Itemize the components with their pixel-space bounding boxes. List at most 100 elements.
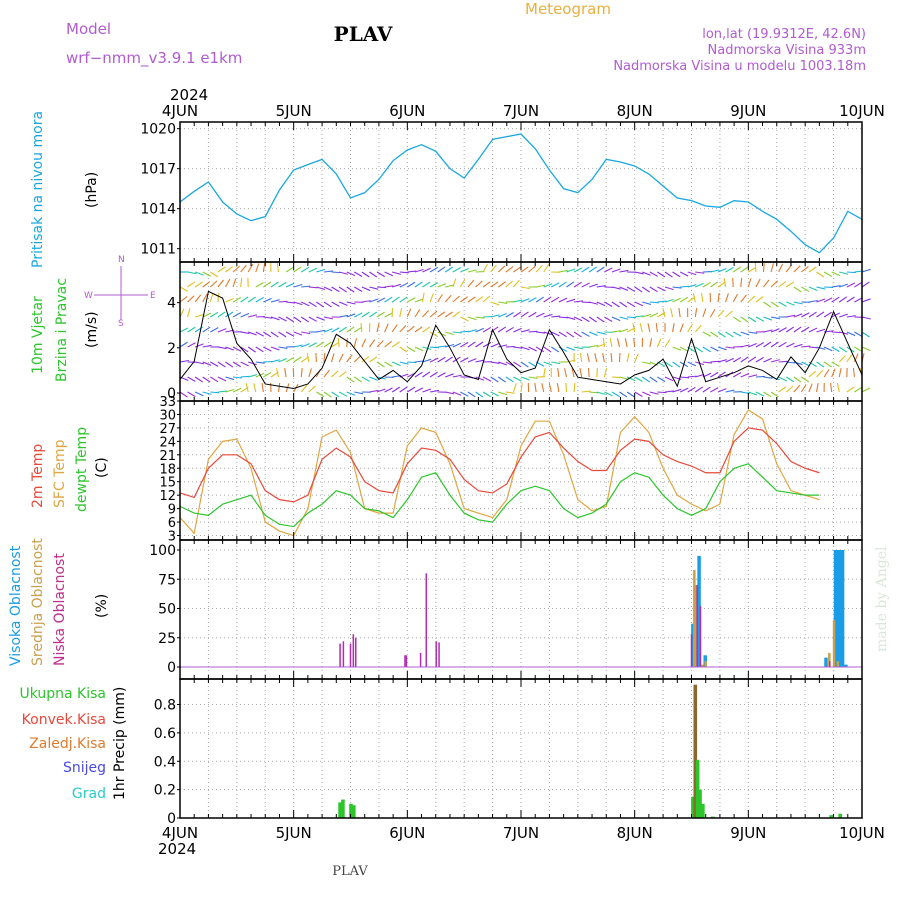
wind-barb [338, 338, 339, 347]
wind-barb [544, 362, 552, 365]
wind-barb [763, 317, 771, 320]
wind-barb [332, 371, 339, 377]
wind-barb [513, 383, 516, 392]
wind-barb [256, 264, 259, 272]
wind-barb [733, 332, 741, 336]
wind-barb [680, 297, 688, 302]
wind-barb [256, 297, 264, 302]
wind-barb [286, 332, 294, 336]
wind-barb [726, 347, 735, 348]
wind-barb [557, 383, 559, 392]
wind-barb [581, 353, 582, 362]
wind-barb [430, 267, 438, 272]
wind-barb [347, 338, 348, 347]
precip-y-tick-label: 0.6 [154, 726, 176, 742]
wind-barb [597, 332, 606, 334]
wind-barb [256, 347, 264, 352]
wind-barb [741, 373, 749, 377]
wind-barb [347, 327, 354, 332]
wind-barb [468, 392, 476, 397]
precip-legend: Ukupna Kisa Konvek.Kisa Zaledj.Kisa Snij… [19, 686, 106, 802]
wind-barb [361, 323, 362, 332]
wind-barb [809, 312, 817, 317]
wind-barb [794, 327, 801, 332]
wind-barb [415, 388, 423, 392]
wind-barb [347, 302, 356, 304]
wind-barb [756, 357, 764, 362]
wind-barb [453, 279, 456, 287]
wind-barb [748, 296, 755, 302]
wind-barb [809, 287, 817, 290]
wind-barb [195, 282, 202, 287]
wind-barb [847, 387, 854, 392]
wind-barb [218, 329, 226, 332]
wind-barb [218, 377, 226, 381]
wind-barb [324, 353, 325, 362]
wind-barb [483, 264, 487, 272]
cloud-bar [343, 641, 345, 667]
wind-barb [733, 373, 741, 377]
wind-barb [657, 339, 660, 347]
wind-barb [301, 317, 309, 322]
year-bottom: 2024 [158, 840, 196, 858]
wind-barb [839, 347, 846, 352]
wind-barb [483, 343, 491, 347]
x-tick-label-bottom: 9JUN [730, 824, 766, 842]
wind-barb [741, 267, 748, 272]
wind-barb [657, 287, 665, 291]
wind-barb [604, 368, 606, 377]
wind-barb [180, 342, 188, 347]
credit-label: made by Angel [874, 546, 890, 652]
station-title: PLAV [334, 22, 393, 46]
wind-barb [254, 383, 256, 392]
wind-barb [832, 369, 835, 377]
wind-barb [695, 347, 702, 352]
wind-barb [595, 353, 597, 362]
cloud-bar [350, 644, 352, 667]
wind-barb [642, 287, 649, 292]
wind-barb [460, 297, 467, 302]
wind-barb [574, 332, 582, 337]
wind-barb [271, 360, 280, 362]
precip-y-tick-label: 0.8 [154, 698, 176, 714]
wind-barb [210, 281, 217, 287]
wind-barb [513, 267, 520, 272]
x-tick-label-bottom: 10JUN [839, 824, 885, 842]
wind-barb [218, 362, 226, 367]
wind-barb [309, 302, 317, 307]
grid-lines [180, 122, 862, 818]
wind-barb [285, 368, 286, 377]
wind-barb [763, 302, 770, 307]
model-label: Model [66, 20, 111, 38]
wind-barb [521, 383, 522, 392]
wind-barb [407, 387, 415, 392]
wind-barb [203, 392, 212, 394]
wind-barb [650, 313, 658, 317]
wind-barb [559, 298, 567, 302]
wind-barb [225, 267, 232, 272]
wind-barb [574, 347, 583, 349]
wind-barb [203, 345, 212, 347]
t2m-line [180, 428, 819, 502]
cloud-bar [824, 658, 828, 667]
wind-barb [316, 353, 317, 362]
cloud-bar [355, 638, 357, 667]
wind-barb [627, 302, 635, 307]
wind-barb [377, 272, 385, 277]
x-tick-label-top: 5JUN [276, 102, 312, 120]
wind-barb [354, 287, 362, 292]
wind-barb [544, 264, 549, 272]
wind-barb [529, 312, 537, 317]
legend-snow: Snijeg [63, 760, 106, 776]
wind-barb [316, 342, 324, 347]
wind-barb [279, 282, 287, 287]
precip-bar [701, 804, 705, 818]
meteogram-label: Meteogram [525, 0, 611, 18]
wind-barb [854, 387, 862, 392]
cloud-y-tick-label: 25 [158, 631, 176, 647]
cloud-bar [426, 573, 428, 667]
wind-barb [415, 327, 422, 332]
wind-barb [733, 357, 741, 362]
wind-barb [703, 347, 711, 352]
wind-barb [316, 302, 323, 307]
